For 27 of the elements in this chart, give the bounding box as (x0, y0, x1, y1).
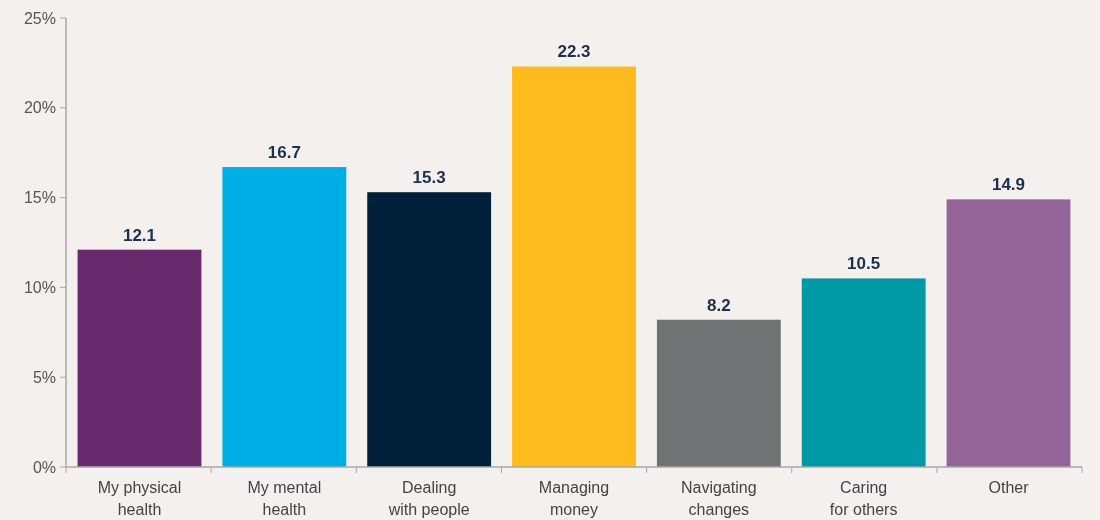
data-label: 8.2 (707, 295, 731, 315)
data-label: 22.3 (557, 42, 591, 62)
y-tick-label: 10% (23, 279, 56, 296)
data-label: 15.3 (412, 168, 446, 188)
x-tick-label: Other (988, 479, 1030, 496)
data-label: 10.5 (847, 254, 881, 274)
bar (801, 278, 926, 467)
data-label: 16.7 (267, 143, 301, 163)
y-tick-label: 0% (32, 458, 56, 476)
bar (222, 167, 347, 467)
data-label: 14.9 (991, 175, 1026, 195)
bar (946, 199, 1071, 467)
bar (77, 249, 202, 467)
y-tick-label: 20% (23, 99, 56, 117)
data-label: 12.1 (122, 225, 157, 245)
y-tick-label: 25% (23, 9, 56, 27)
y-tick-label: 5% (32, 368, 56, 386)
x-tick-label: My mental health (247, 479, 322, 518)
x-tick-label: Navigating changes (681, 479, 757, 518)
y-tick-label: 15% (23, 189, 56, 207)
bar (367, 192, 492, 467)
x-tick-label: My physical health (97, 479, 182, 518)
x-tick-label: Dealing with people (387, 479, 470, 518)
bar (656, 319, 781, 467)
x-tick-label: Managing money (538, 479, 610, 518)
x-tick-label: Caring for others (829, 479, 898, 518)
bar (512, 66, 636, 467)
